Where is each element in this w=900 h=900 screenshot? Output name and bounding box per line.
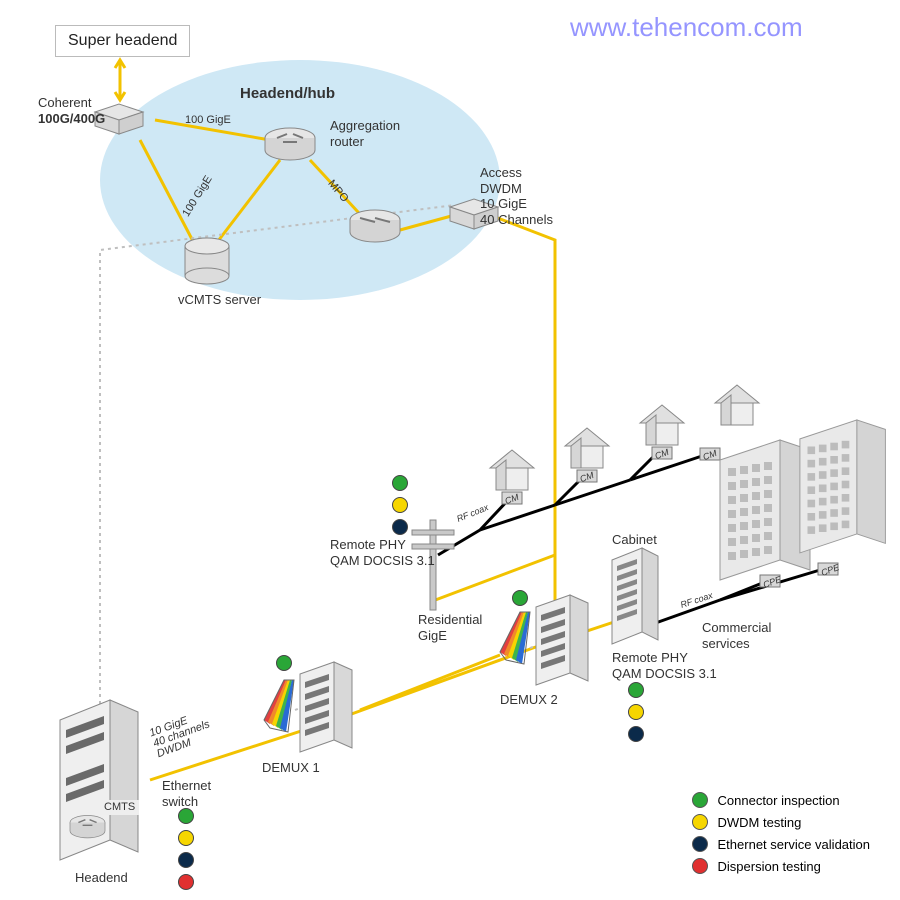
legend-green: Connector inspection — [718, 793, 840, 808]
cabinet-label: Cabinet — [612, 532, 657, 548]
super-headend-box: Super headend — [55, 25, 190, 57]
testpoints-pole — [392, 475, 408, 535]
hub-switch — [350, 210, 400, 242]
demux2-label: DEMUX 2 — [500, 692, 558, 708]
remote-phy1-label: Remote PHY QAM DOCSIS 3.1 — [330, 537, 435, 568]
cabinet-device — [612, 548, 658, 644]
demux2-prism — [500, 612, 530, 664]
demux1-rack — [300, 662, 352, 752]
eth-switch-label: Ethernet switch — [162, 778, 211, 809]
house1 — [490, 450, 534, 490]
commercial-building1 — [720, 440, 810, 580]
access-dwdm-label: Access DWDM 10 GigE 40 Channels — [480, 165, 553, 227]
aggregation-router-label: Aggregation router — [330, 118, 400, 149]
commercial-label: Commercial services — [702, 620, 771, 651]
headend-label: Headend — [75, 870, 128, 886]
remote-phy2-label: Remote PHY QAM DOCSIS 3.1 — [612, 650, 717, 681]
demux2-rack — [536, 595, 588, 685]
testpoints-cabinet — [628, 682, 644, 742]
legend-red: Dispersion testing — [718, 859, 821, 874]
cmts-router — [70, 816, 105, 838]
coherent-label: Coherent 100G/400G — [38, 95, 105, 126]
testpoints-demux1 — [276, 655, 292, 671]
vcmts-label: vCMTS server — [178, 292, 261, 308]
testpoints-headend — [178, 808, 194, 890]
connections — [0, 0, 900, 900]
link-100gige-a: 100 GigE — [185, 114, 231, 127]
commercial-building2 — [800, 420, 886, 553]
residential-label: Residential GigE — [418, 612, 482, 643]
demux1-prism — [264, 680, 294, 732]
cmts-label: CMTS — [100, 800, 139, 815]
headend-hub-title: Headend/hub — [240, 85, 335, 103]
legend-navy: Ethernet service validation — [718, 837, 870, 852]
house3 — [640, 405, 684, 445]
watermark: www.tehencom.com — [570, 12, 803, 43]
legend: Connector inspection DWDM testing Ethern… — [692, 786, 870, 880]
testpoints-demux2 — [512, 590, 528, 606]
house4 — [715, 385, 759, 425]
vcmts-server — [185, 238, 229, 284]
demux1-label: DEMUX 1 — [262, 760, 320, 776]
house2 — [565, 428, 609, 468]
aggregation-router — [265, 128, 315, 160]
legend-yellow: DWDM testing — [718, 815, 802, 830]
